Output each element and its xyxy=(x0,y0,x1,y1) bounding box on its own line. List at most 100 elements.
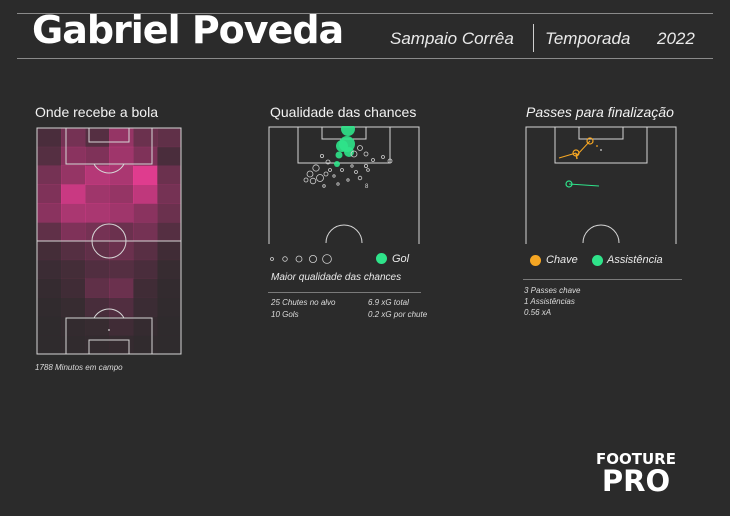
passes-title: Passes para finalização xyxy=(526,104,674,120)
heat-cells xyxy=(37,128,182,355)
heat-cell xyxy=(109,203,134,223)
half-pitch-outline xyxy=(525,126,677,244)
chances-subtitle: Maior qualidade das chances xyxy=(271,272,402,283)
header-separator xyxy=(533,24,534,52)
key-pass-legend-dot xyxy=(530,255,541,266)
goal-legend-label: Gol xyxy=(392,253,410,265)
key-pass-legend-label: Chave xyxy=(546,254,578,266)
header-rule xyxy=(17,58,713,59)
centre-arc xyxy=(582,224,620,244)
heat-cell xyxy=(61,203,86,223)
passes-rule xyxy=(523,279,682,280)
heat-cell xyxy=(133,278,158,298)
six-yard-box xyxy=(578,126,624,140)
heat-cell xyxy=(61,184,86,204)
heat-cell xyxy=(37,184,62,204)
heat-cell xyxy=(85,297,110,317)
heatmap-svg xyxy=(36,127,182,355)
team-name: Sampaio Corrêa xyxy=(390,29,514,48)
heat-cell xyxy=(85,203,110,223)
heat-cell xyxy=(157,278,182,298)
shot xyxy=(371,158,375,162)
penalty-box xyxy=(554,126,648,164)
heat-cell xyxy=(37,203,62,223)
passes-pitch xyxy=(525,126,677,244)
heat-cell xyxy=(109,278,134,298)
goals-count: 10 Gols xyxy=(271,310,299,319)
heat-cell xyxy=(37,278,62,298)
footure-pro-logo: FOOTURE PRO xyxy=(596,450,676,498)
heat-cell xyxy=(133,241,158,261)
heat-cell xyxy=(133,165,158,185)
heat-cell xyxy=(109,316,134,336)
heat-cell xyxy=(157,222,182,242)
bottom-penalty-arc xyxy=(93,308,125,319)
heat-cell xyxy=(157,128,182,148)
player-name: Gabriel Poveda xyxy=(32,8,344,52)
heat-cell xyxy=(85,146,110,166)
shot xyxy=(336,182,340,186)
shot xyxy=(306,170,314,178)
chances-pitch: 8 xyxy=(268,122,420,244)
goal-shot xyxy=(341,122,355,136)
heat-cell xyxy=(157,146,182,166)
size-legend-s xyxy=(282,256,288,262)
size-legend-xl xyxy=(322,254,332,264)
heat-cell xyxy=(157,316,181,335)
shot xyxy=(354,170,358,174)
top-rule xyxy=(17,13,713,14)
heat-cell xyxy=(109,184,134,204)
heat-cell xyxy=(85,184,110,204)
heat-cell xyxy=(61,241,86,261)
shot xyxy=(357,175,363,181)
goal-legend-dot xyxy=(376,253,387,264)
heat-cell xyxy=(133,316,158,336)
shot xyxy=(366,168,370,172)
heat-cell xyxy=(157,203,182,223)
key-pass-origin xyxy=(572,149,580,157)
heat-cell xyxy=(109,165,134,185)
heat-cell xyxy=(37,316,61,335)
shot xyxy=(322,184,326,188)
heat-cell xyxy=(85,222,110,242)
shot xyxy=(332,174,336,178)
shot xyxy=(340,168,344,172)
season-value: 2022 xyxy=(657,29,695,48)
heat-cell xyxy=(109,335,134,355)
heat-cell xyxy=(37,241,62,261)
heat-cell xyxy=(157,298,181,317)
shot xyxy=(387,158,393,164)
penalty-spot xyxy=(108,329,110,331)
heat-cell xyxy=(61,165,86,185)
logo-bottom-text: PRO xyxy=(601,464,671,498)
heat-cell xyxy=(109,297,134,317)
passes-svg xyxy=(525,126,677,244)
heat-cell xyxy=(157,241,182,261)
shot xyxy=(312,164,320,172)
heat-cell xyxy=(85,165,110,185)
heat-cell xyxy=(61,259,86,279)
heat-cell xyxy=(109,146,134,166)
heat-cell xyxy=(37,165,62,185)
heat-cell xyxy=(61,222,86,242)
shot xyxy=(328,168,332,172)
heat-cell xyxy=(109,259,134,279)
shot xyxy=(316,174,324,182)
heat-cell xyxy=(61,316,86,336)
shot-marker-label: 8 xyxy=(365,184,369,190)
key-passes-count: 3 Passes chave xyxy=(524,286,581,295)
size-legend-xs xyxy=(270,257,274,261)
shot xyxy=(323,171,329,177)
shot xyxy=(346,178,350,182)
shot xyxy=(350,150,358,158)
assist-legend-label: Assistência xyxy=(607,254,663,266)
assist-origin xyxy=(565,180,573,188)
assists-count: 1 Assistências xyxy=(524,297,575,306)
logo-top-text: FOOTURE xyxy=(596,450,676,468)
heat-cell xyxy=(37,128,62,148)
heat-cell xyxy=(61,128,86,148)
shot xyxy=(325,159,331,165)
assist-line xyxy=(568,183,600,187)
shot-size-legend xyxy=(268,252,338,266)
shot xyxy=(309,177,317,185)
